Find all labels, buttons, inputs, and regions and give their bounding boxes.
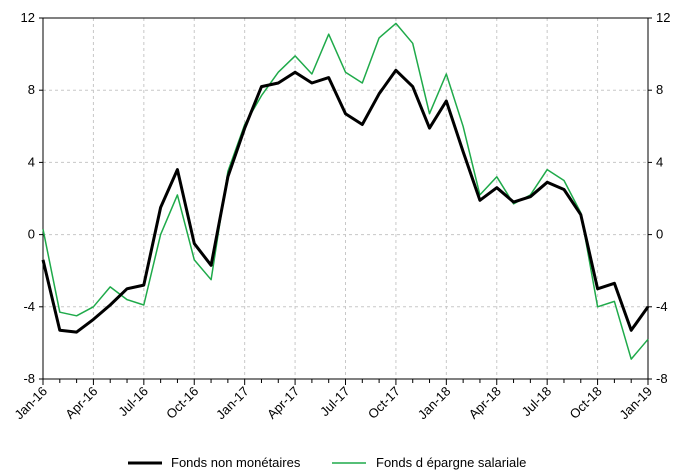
y-tick-label-left: -4 (23, 299, 35, 314)
legend: Fonds non monétaires Fonds d épargne sal… (128, 455, 526, 470)
x-tick-label: Oct-18 (567, 384, 605, 422)
x-tick-label: Jul-16 (115, 384, 151, 420)
y-tick-label-right: 12 (656, 10, 670, 25)
x-tick-label: Apr-16 (62, 384, 100, 422)
series-line-2 (42, 22, 649, 360)
x-tick-label: Jul-18 (519, 384, 555, 420)
y-tick-label-right: -4 (656, 299, 668, 314)
y-tick-label-right: 4 (656, 154, 663, 169)
y-tick-label-right: 8 (656, 82, 663, 97)
series-lines (41, 22, 650, 360)
y-tick-label-left: 12 (21, 10, 35, 25)
series-line-1 (41, 68, 650, 334)
x-tick-label: Oct-16 (163, 384, 201, 422)
axes (39, 17, 652, 385)
x-tick-label: Jan-16 (11, 384, 50, 423)
y-tick-label-left: 4 (28, 154, 35, 169)
x-tick-label: Oct-17 (365, 384, 403, 422)
legend-label-series-1: Fonds non monétaires (171, 455, 301, 470)
x-tick-label: Jul-17 (317, 384, 353, 420)
x-tick-label: Jan-19 (616, 384, 655, 423)
y-tick-label-right: -8 (656, 371, 668, 386)
grid (43, 18, 648, 379)
y-tick-label-left: -8 (23, 371, 35, 386)
y-tick-label-left: 8 (28, 82, 35, 97)
legend-label-series-2: Fonds d épargne salariale (376, 455, 526, 470)
x-tick-label: Apr-18 (466, 384, 504, 422)
y-tick-label-right: 0 (656, 227, 663, 242)
x-tick-label: Jan-18 (415, 384, 454, 423)
x-tick-label: Jan-17 (213, 384, 252, 423)
x-tick-label: Apr-17 (264, 384, 302, 422)
y-tick-label-left: 0 (28, 227, 35, 242)
plot-frame (42, 17, 649, 380)
